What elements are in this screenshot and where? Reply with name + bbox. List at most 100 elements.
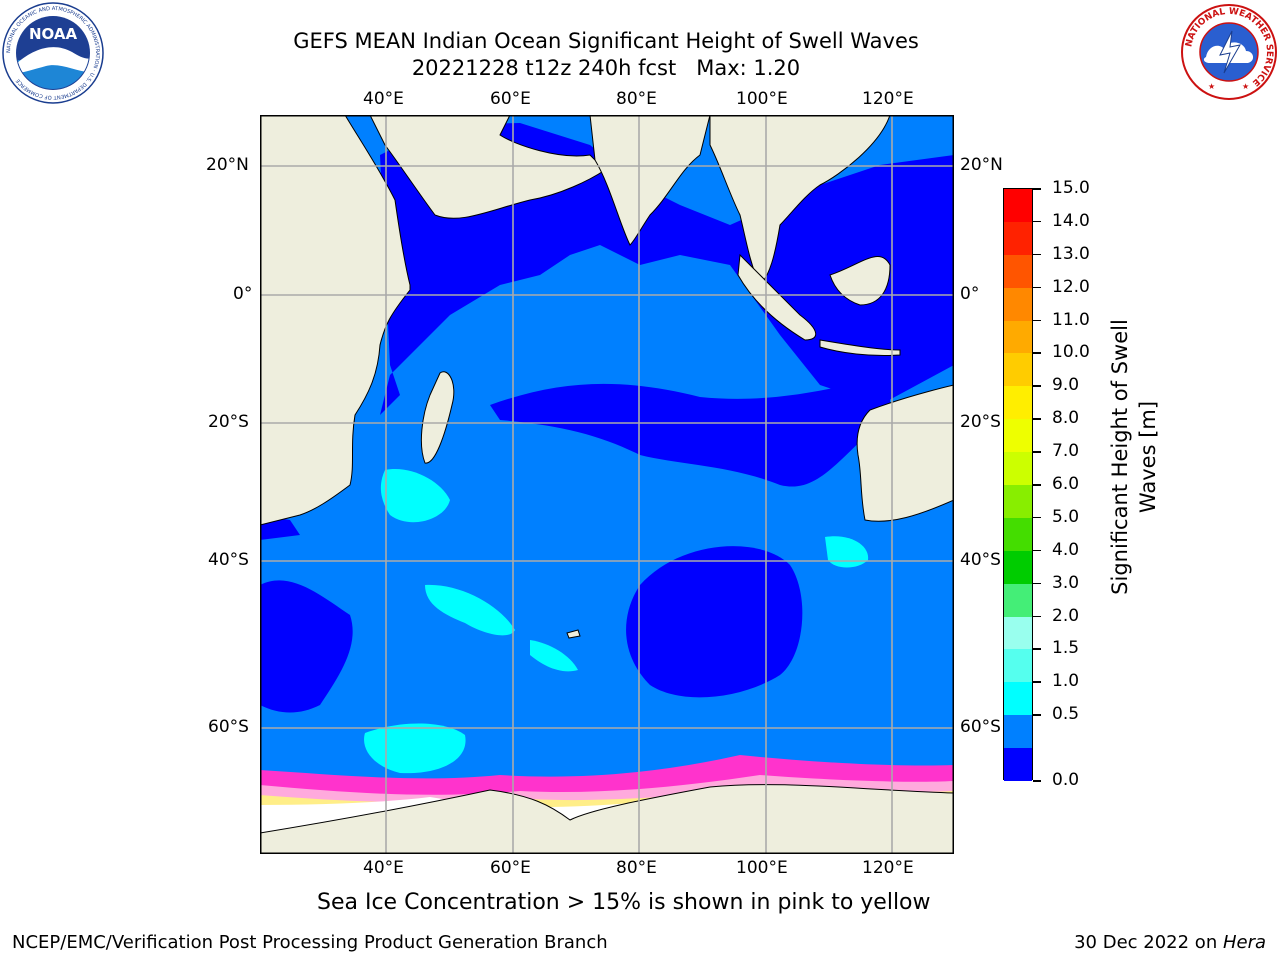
colorbar-tick-mark [1033,582,1041,585]
se-asia-land [709,115,891,286]
lon-tick-top-120e: 120°E [862,89,914,109]
footer-branch: NCEP/EMC/Verification Post Processing Pr… [12,932,608,953]
colorbar-segment [1004,320,1032,354]
footer-date: 30 Dec 2022 on Hera [1074,932,1266,953]
colorbar-tick-label: 0.5 [1052,704,1080,725]
colorbar-tick-label: 1.5 [1052,638,1080,659]
colorbar-tick-label: 15.0 [1052,178,1090,198]
colorbar-tick-label: 13.0 [1052,243,1090,264]
colorbar-tick-mark [1033,714,1041,716]
colorbar-segment [1004,583,1032,618]
colorbar-tick-label: 14.0 [1052,210,1090,231]
lat-tick-right-20n: 20°N [960,155,1003,175]
colorbar-segment [1004,748,1032,782]
java-land [819,339,901,357]
svg-text:★: ★ [1208,82,1215,91]
india-land [589,115,711,246]
cyan-swell-patch-4 [825,536,869,568]
colorbar-tick-mark [1033,385,1041,387]
colorbar-tick-mark [1033,451,1041,453]
lon-tick-top-60e: 60°E [490,89,531,109]
colorbar-tick-mark [1033,648,1041,650]
chart-title: GEFS MEAN Indian Ocean Significant Heigh… [293,29,919,53]
west-low-swell-patch [260,580,353,713]
lon-tick-bottom-100e: 100°E [736,858,788,878]
colorbar-tick-mark [1033,484,1041,486]
noaa-logo-text: NOAA [29,25,78,43]
cyan-swell-patch-2 [425,584,515,636]
colorbar-tick-mark [1033,253,1041,256]
sea-ice-note: Sea Ice Concentration > 15% is shown in … [317,890,931,915]
colorbar-labels: 15.0 14.0 13.0 12.0 11.0 10.0 9.0 8.0 7.0 6.0 5.0 4… [1052,178,1112,790]
colorbar-segment [1004,517,1032,552]
lon-tick-top-40e: 40°E [363,89,404,109]
colorbar-tick-label: 9.0 [1052,375,1080,396]
kerguelen-island [566,629,581,639]
colorbar-tick-label: 4.0 [1052,539,1080,560]
colorbar-tick-label: 5.0 [1052,506,1080,527]
colorbar-tick-mark [1033,220,1041,223]
sumatra-land [737,253,817,341]
lat-tick-left-40s: 40°S [208,550,249,570]
colorbar-tick-mark [1033,549,1041,552]
lat-tick-right-60s: 60°S [960,717,1001,737]
colorbar-segment [1004,189,1032,223]
graticule [260,115,954,854]
lat-tick-left-20s: 20°S [208,412,249,432]
colorbar-segment [1004,287,1032,322]
lat-tick-left-20n: 20°N [206,155,249,175]
lon-tick-bottom-60e: 60°E [490,858,531,878]
madagascar-land [420,371,455,464]
lon-tick-bottom-120e: 120°E [862,858,914,878]
colorbar-segment [1004,616,1032,650]
antarctica-land [260,784,954,854]
map-frame [260,115,954,854]
colorbar-tick-mark [1033,516,1041,519]
colorbar-title: Significant Height of Swell Waves [m] [1108,319,1160,595]
lat-tick-right-40s: 40°S [960,550,1001,570]
colorbar-tick-mark [1033,352,1041,354]
colorbar-tick-mark [1033,319,1041,322]
cyan-swell-patch-5 [364,723,466,774]
cyan-swell-patch-1 [380,469,450,523]
lat-tick-right-20s: 20°S [960,412,1001,432]
colorbar-tick-label: 7.0 [1052,441,1080,462]
colorbar-segment [1004,221,1032,256]
lon-tick-bottom-40e: 40°E [363,858,404,878]
lat-tick-left-0: 0° [233,284,253,304]
colorbar-tick-mark [1033,418,1041,420]
colorbar-tick-label: 10.0 [1052,342,1090,363]
lat-tick-left-60s: 60°S [208,717,249,737]
colorbar-tick-label: 8.0 [1052,408,1080,429]
colorbar-tick-label: 11.0 [1052,309,1090,330]
chart-subtitle-forecast: 20221228 t12z 240h fcst Max: 1.20 [411,56,801,80]
lon-tick-top-80e: 80°E [616,89,657,109]
colorbar-tick-label: 3.0 [1052,572,1080,593]
lon-tick-bottom-80e: 80°E [616,858,657,878]
colorbar-tick-label: 2.0 [1052,605,1080,626]
noaa-logo: NATIONAL OCEANIC AND ATMOSPHERIC ADMINIS… [2,2,104,104]
colorbar-segment [1004,254,1032,289]
colorbar-segment [1004,386,1032,420]
colorbar-tick-label: 0.0 [1052,770,1080,790]
australia-land [856,384,954,522]
colorbar-segment [1004,715,1032,749]
swell-wave-map [260,115,954,854]
colorbar-tick-mark [1033,188,1041,190]
colorbar-tick-label: 6.0 [1052,474,1080,494]
colorbar-segment [1004,649,1032,683]
colorbar-tick-mark [1033,286,1041,289]
colorbar [1003,188,1033,782]
central-low-swell-band [490,377,890,487]
nws-logo: NATIONAL WEATHER SERVICE ★ ★ [1181,4,1277,100]
lon-tick-top-100e: 100°E [736,89,788,109]
colorbar-segment [1004,419,1032,453]
colorbar-tick-label: 12.0 [1052,276,1090,297]
southern-low-swell-blob [626,546,803,698]
colorbar-tick-mark [1033,681,1041,683]
colorbar-tick-mark [1033,780,1041,782]
colorbar-segment [1004,353,1032,387]
colorbar-tick-label: 1.0 [1052,671,1080,692]
cyan-swell-patch-3 [530,640,578,672]
colorbar-segment [1004,485,1032,519]
